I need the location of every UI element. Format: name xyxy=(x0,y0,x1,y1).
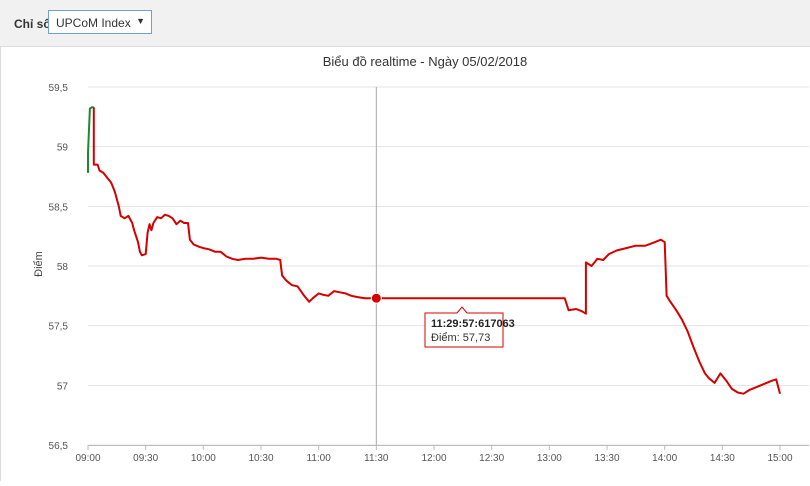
x-tick-label: 15:00 xyxy=(767,453,792,464)
y-axis-ticks: 59,5 59 58,5 58 57,5 57 56,5 xyxy=(49,83,69,452)
series-line-up xyxy=(87,106,94,173)
index-filter-label: Chỉ số xyxy=(14,17,51,31)
y-tick-label: 56,5 xyxy=(49,441,69,452)
x-tick-label: 09:00 xyxy=(75,453,100,464)
x-tick-label: 12:00 xyxy=(421,453,446,464)
series-lines xyxy=(87,106,781,395)
x-tick-label: 09:30 xyxy=(133,453,158,464)
x-tick-label: 10:00 xyxy=(191,453,216,464)
x-tick-label: 14:30 xyxy=(710,453,735,464)
tooltip: 11:29:57:617063 Điểm: 57,73 xyxy=(370,292,515,348)
series-line-down xyxy=(92,107,781,395)
x-tick-label: 10:30 xyxy=(248,453,273,464)
y-tick-label: 59,5 xyxy=(49,83,69,94)
index-select-value: UPCoM Index xyxy=(56,16,131,30)
y-tick-label: 58 xyxy=(57,262,69,273)
x-tick-label: 12:30 xyxy=(479,453,504,464)
x-tick-label: 14:00 xyxy=(652,453,677,464)
x-axis-ticks: 09:00 09:30 10:00 10:30 11:00 11:30 12:00 12:30… xyxy=(75,445,793,464)
tooltip-value: Điểm: 57,73 xyxy=(431,332,490,344)
grid-lines xyxy=(88,86,809,446)
x-tick-label: 11:30 xyxy=(364,453,389,464)
y-tick-label: 59 xyxy=(57,143,69,154)
chart-title: Biểu đồ realtime - Ngày 05/02/2018 xyxy=(323,54,528,69)
index-select[interactable]: UPCoM Index ▼ xyxy=(48,10,152,34)
y-tick-label: 58,5 xyxy=(49,202,69,213)
chart-svg: Biểu đồ realtime - Ngày 05/02/2018 Điểm … xyxy=(33,54,809,464)
chevron-down-icon: ▼ xyxy=(136,16,145,26)
index-filter-bar: Chỉ số UPCoM Index ▼ xyxy=(0,0,810,47)
realtime-chart: Biểu đồ realtime - Ngày 05/02/2018 Điểm … xyxy=(0,47,810,481)
tooltip-box xyxy=(424,306,504,348)
x-tick-label: 11:00 xyxy=(307,453,332,464)
y-tick-label: 57 xyxy=(57,381,69,392)
x-tick-label: 13:00 xyxy=(537,453,562,464)
tooltip-time: 11:29:57:617063 xyxy=(431,318,515,330)
tooltip-marker xyxy=(370,292,382,304)
x-tick-label: 13:30 xyxy=(594,453,619,464)
y-axis-title: Điểm xyxy=(33,251,45,277)
y-tick-label: 57,5 xyxy=(49,322,69,333)
